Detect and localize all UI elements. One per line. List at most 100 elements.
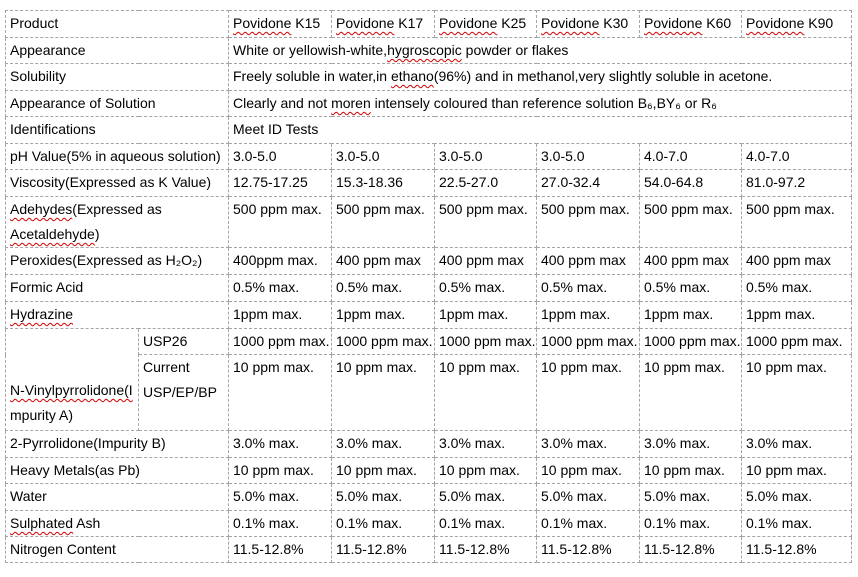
value-cell: 0.5% max. bbox=[536, 274, 640, 302]
sub-row-label-cell: USP26 bbox=[138, 328, 229, 355]
value-cell: 10 ppm max. bbox=[434, 457, 537, 484]
value-cell: 4.0-7.0 bbox=[741, 143, 852, 170]
value-cell: 1000 ppm max. bbox=[536, 328, 640, 355]
value-cell: 10 ppm max. bbox=[331, 457, 435, 484]
misspelled-text: Povidone bbox=[336, 15, 395, 31]
value-cell: 1ppm max. bbox=[228, 301, 332, 329]
value-cell: 54.0-64.8 bbox=[639, 169, 742, 197]
table-row-nitrogen-content: Nitrogen Content 11.5-12.8% 11.5-12.8% 1… bbox=[5, 536, 852, 563]
table-row-sulphated-ash: Sulphated Ash 0.1% max. 0.1% max. 0.1% m… bbox=[5, 510, 852, 537]
text-segment: USP/EP/BP bbox=[143, 384, 217, 400]
value-cell: 10 ppm max. bbox=[536, 457, 640, 484]
value-cell: 400ppm max. bbox=[228, 247, 332, 275]
table-row-hydrazine: Hydrazine 1ppm max. 1ppm max. 1ppm max. … bbox=[5, 301, 852, 329]
text-segment: ) bbox=[94, 226, 100, 242]
table-row-nvp-usp26: N-Vinylpyrrolidone(I mpurity A) USP26 100… bbox=[5, 328, 852, 431]
text-segment: Ash bbox=[73, 515, 101, 531]
value-cell: 400 ppm max bbox=[331, 247, 435, 275]
table-row-viscosity: Viscosity(Expressed as K Value) 12.75-17… bbox=[5, 169, 852, 197]
row-label-cell: pH Value(5% in aqueous solution) bbox=[5, 143, 229, 170]
value-cell: 10 ppm max. bbox=[639, 354, 742, 431]
row-label-cell: Sulphated Ash bbox=[5, 510, 229, 537]
misspelled-text: moren bbox=[331, 95, 371, 111]
table-row-water: Water 5.0% max. 5.0% max. 5.0% max. 5.0%… bbox=[5, 483, 852, 511]
value-cell: 400 ppm max bbox=[639, 247, 742, 275]
text-segment: K15 bbox=[291, 15, 321, 31]
text-segment: K60 bbox=[702, 15, 732, 31]
product-header-cell: Povidone K25 bbox=[434, 10, 537, 38]
value-cell: 5.0% max. bbox=[536, 483, 640, 511]
value-cell: 3.0% max. bbox=[434, 430, 537, 458]
povidone-spec-table: Product Povidone K15 Povidone K17 Povido… bbox=[5, 10, 852, 563]
value-cell: 0.5% max. bbox=[331, 274, 435, 302]
text-segment: K25 bbox=[497, 15, 527, 31]
table-row-identifications: Identifications Meet ID Tests bbox=[5, 116, 852, 144]
value-cell: 500 ppm max. bbox=[434, 196, 537, 248]
row-label-cell: Appearance bbox=[5, 37, 229, 64]
value-cell: 5.0% max. bbox=[741, 483, 852, 511]
value-cell: 3.0% max. bbox=[228, 430, 332, 458]
row-label-cell: Identifications bbox=[5, 116, 229, 144]
row-label-cell: Hydrazine bbox=[5, 301, 229, 329]
value-cell: 4.0-7.0 bbox=[639, 143, 742, 170]
misspelled-text: Povidone bbox=[644, 15, 703, 31]
row-label-cell: 2-Pyrrolidone(Impurity B) bbox=[5, 430, 229, 458]
misspelled-text: Adehydes bbox=[10, 201, 73, 217]
value-cell: 3.0% max. bbox=[639, 430, 742, 458]
value-cell: 1ppm max. bbox=[741, 301, 852, 329]
product-header-cell: Povidone K60 bbox=[639, 10, 742, 38]
text-segment: mpurity A) bbox=[10, 407, 74, 423]
value-cell: 1000 ppm max. bbox=[331, 328, 435, 355]
value-cell: 10 ppm max. bbox=[639, 457, 742, 484]
value-cell: 0.5% max. bbox=[228, 274, 332, 302]
product-header-cell: Povidone K30 bbox=[536, 10, 640, 38]
value-cell: 5.0% max. bbox=[331, 483, 435, 511]
value-cell: 1ppm max. bbox=[331, 301, 435, 329]
row-label-cell: Nitrogen Content bbox=[5, 536, 229, 563]
value-cell: 11.5-12.8% bbox=[536, 536, 640, 563]
value-cell: 3.0-5.0 bbox=[228, 143, 332, 170]
merged-value-cell: Freely soluble in water,in ethano(96%) a… bbox=[228, 63, 852, 91]
row-label-cell: Viscosity(Expressed as K Value) bbox=[5, 169, 229, 197]
table-row-appearance: Appearance White or yellowish-white,hygr… bbox=[5, 37, 852, 64]
table-row-ph-value: pH Value(5% in aqueous solution) 3.0-5.0… bbox=[5, 143, 852, 170]
table-row-nvp-current: Current USP/EP/BP 10 ppm max. 10 ppm max.… bbox=[6, 354, 852, 431]
table-row-aldehydes: Adehydes(Expressed as Acetaldehyde) 500 p… bbox=[5, 196, 852, 248]
value-cell: 0.1% max. bbox=[434, 510, 537, 537]
misspelled-text: Hydrazine bbox=[10, 306, 74, 322]
value-cell: 10 ppm max. bbox=[434, 354, 537, 431]
table-row-formic-acid: Formic Acid 0.5% max. 0.5% max. 0.5% max… bbox=[5, 274, 852, 302]
value-cell: 400 ppm max bbox=[434, 247, 537, 275]
value-cell: 5.0% max. bbox=[434, 483, 537, 511]
value-cell: 3.0-5.0 bbox=[434, 143, 537, 170]
misspelled-text: Acetaldehyde bbox=[10, 226, 95, 242]
value-cell: 500 ppm max. bbox=[639, 196, 742, 248]
text-segment: Freely soluble in water,in bbox=[233, 68, 391, 84]
table-row-product: Product Povidone K15 Povidone K17 Povido… bbox=[5, 10, 852, 38]
value-cell: 11.5-12.8% bbox=[434, 536, 537, 563]
value-cell: 1000 ppm max. bbox=[228, 328, 332, 355]
value-cell: 12.75-17.25 bbox=[228, 169, 332, 197]
row-label-cell: Heavy Metals(as Pb) bbox=[5, 457, 229, 484]
value-cell: 0.1% max. bbox=[331, 510, 435, 537]
value-cell: 0.5% max. bbox=[741, 274, 852, 302]
misspelled-text: Sulphated bbox=[10, 515, 74, 531]
value-cell: 500 ppm max. bbox=[536, 196, 640, 248]
table-row-heavy-metals: Heavy Metals(as Pb) 10 ppm max. 10 ppm m… bbox=[5, 457, 852, 484]
value-cell: 400 ppm max bbox=[536, 247, 640, 275]
table-row-solubility: Solubility Freely soluble in water,in et… bbox=[5, 63, 852, 91]
value-cell: 500 ppm max. bbox=[331, 196, 435, 248]
misspelled-text: Povidone bbox=[439, 15, 498, 31]
row-label-cell: Adehydes(Expressed as Acetaldehyde) bbox=[5, 196, 229, 248]
value-cell: 5.0% max. bbox=[228, 483, 332, 511]
value-cell: 0.1% max. bbox=[536, 510, 640, 537]
row-label-cell: Water bbox=[5, 483, 229, 511]
row-label-cell: Appearance of Solution bbox=[5, 90, 229, 117]
text-segment: K17 bbox=[394, 15, 424, 31]
text-segment: White or yellowish-white, bbox=[233, 42, 388, 58]
value-cell: 0.1% max. bbox=[639, 510, 742, 537]
value-cell: 10 ppm max. bbox=[536, 354, 640, 431]
text-segment: (96%) and in methanol,very slightly solu… bbox=[433, 68, 773, 84]
misspelled-text: Povidone bbox=[233, 15, 292, 31]
